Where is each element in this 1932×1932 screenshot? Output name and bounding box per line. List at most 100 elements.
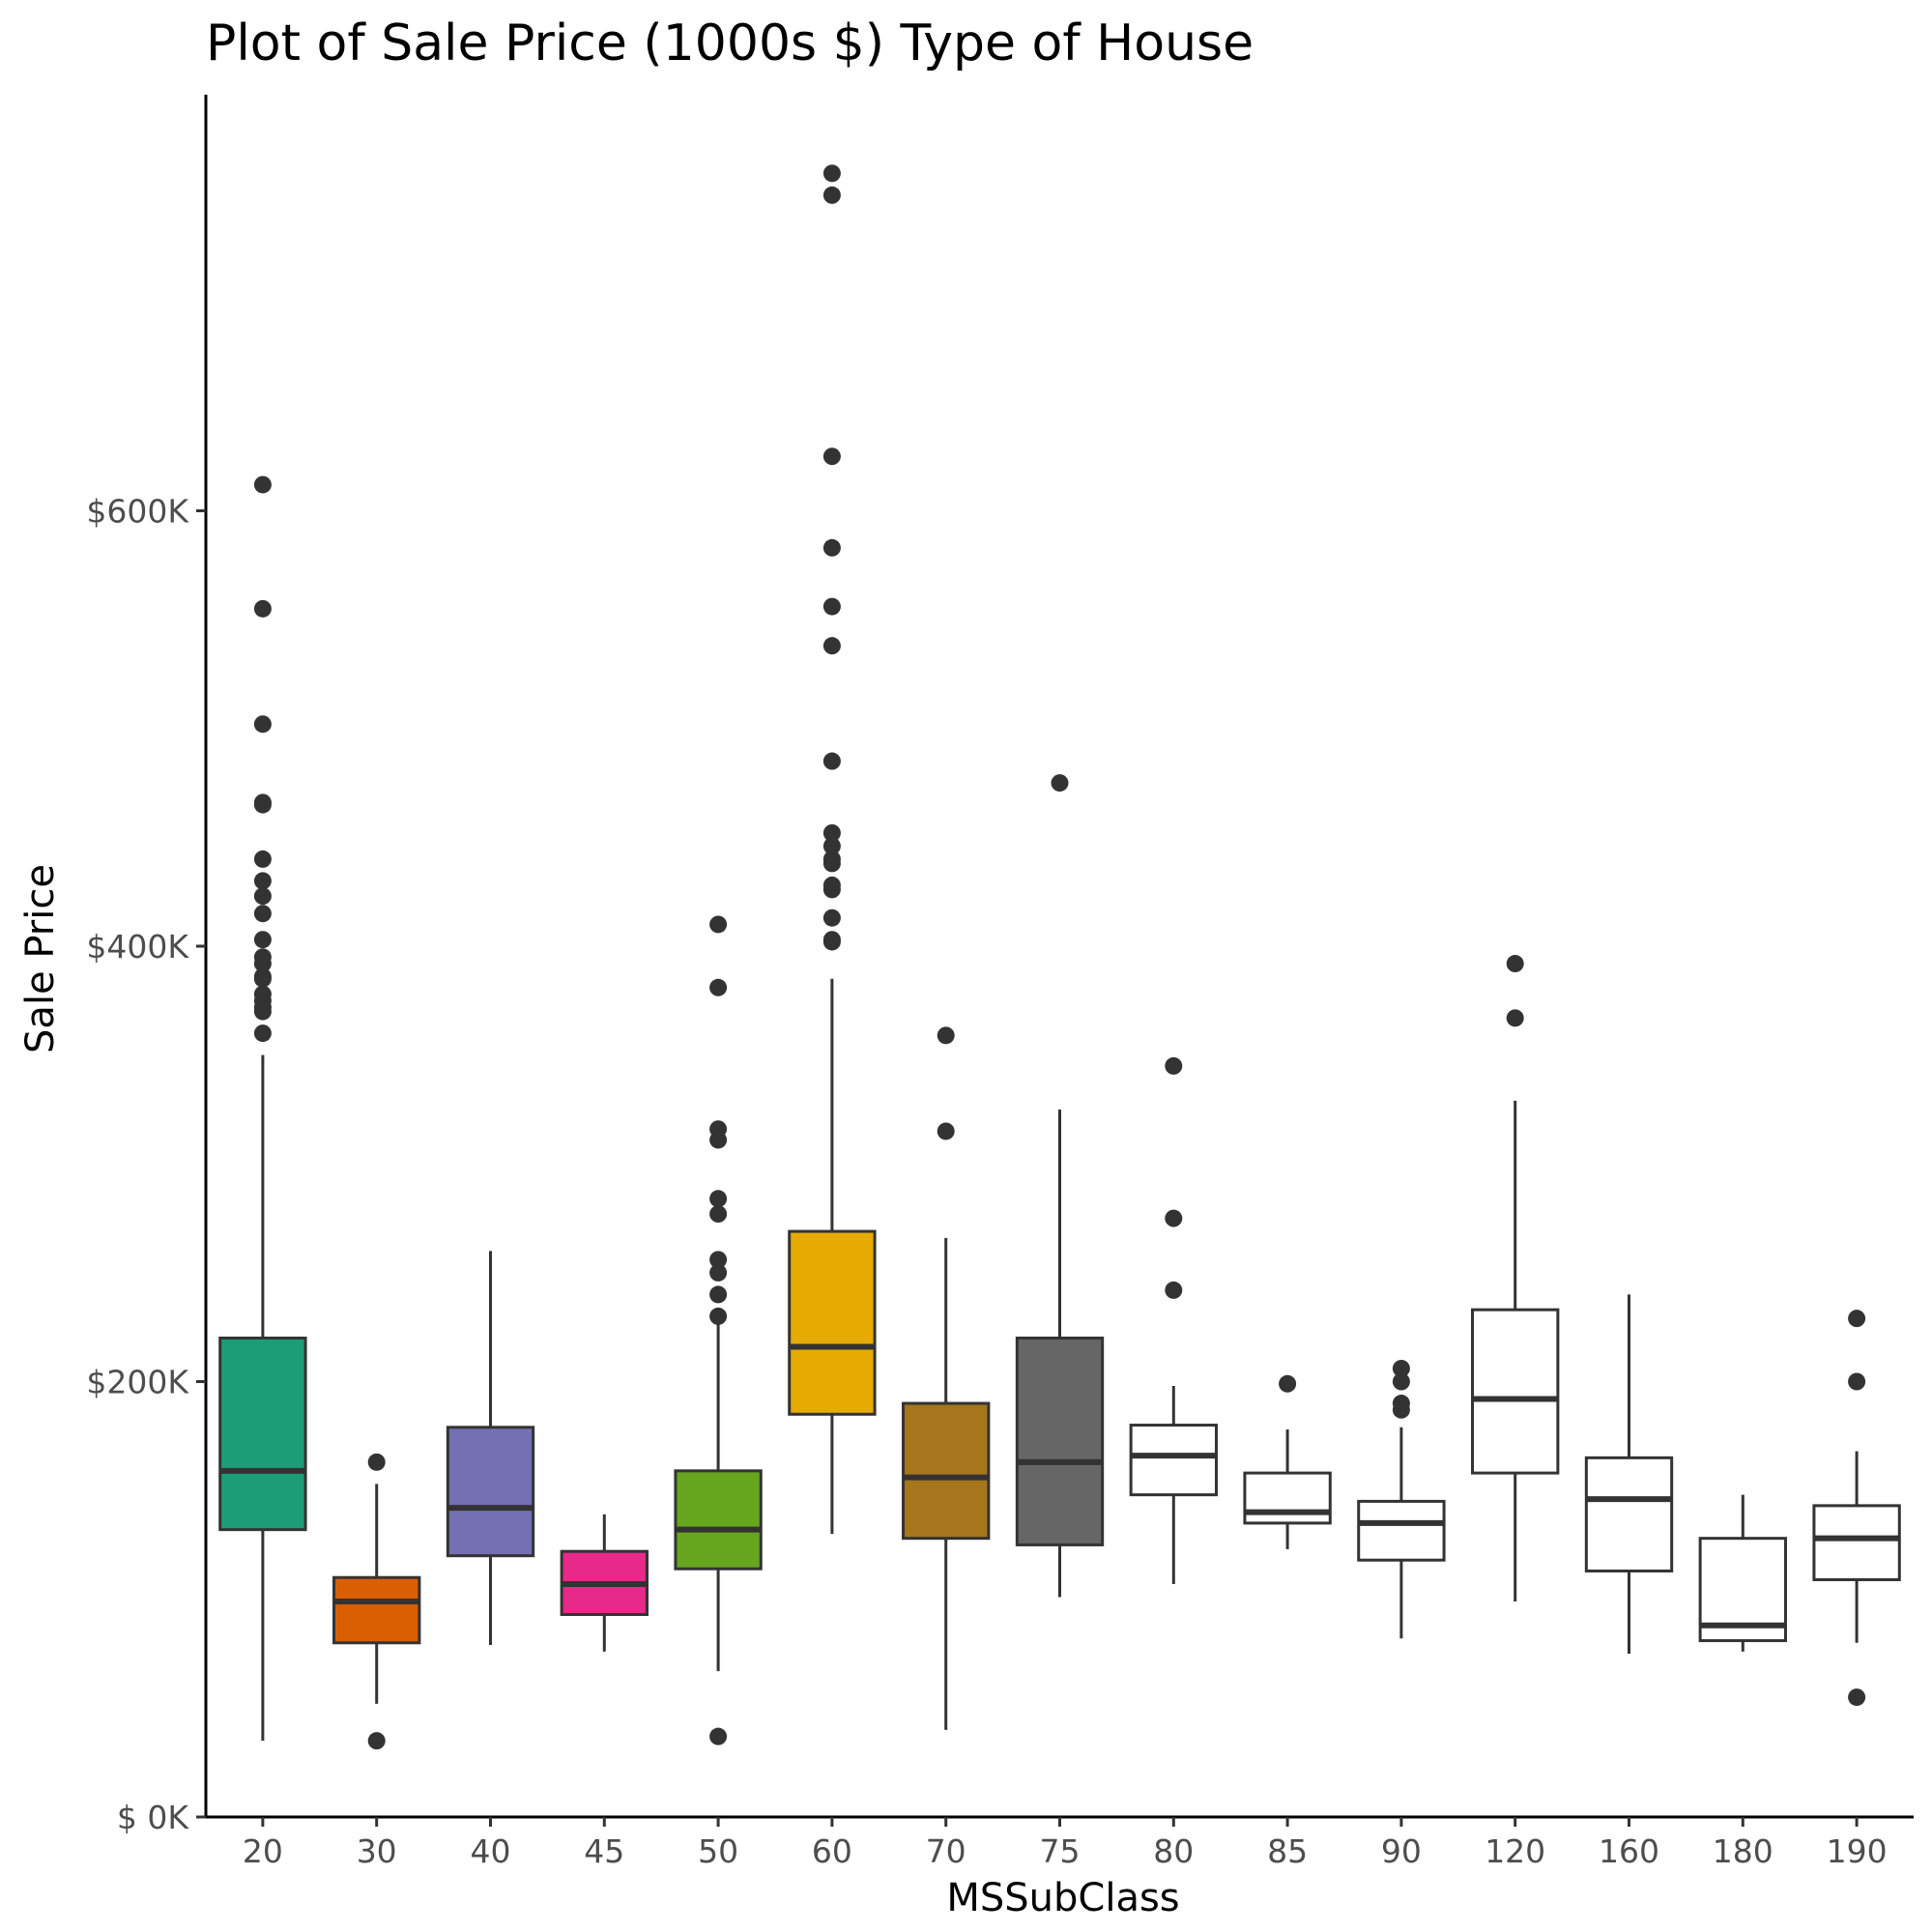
- box-50: [674, 915, 763, 1745]
- box-20: [218, 476, 307, 1742]
- outlier-point: [253, 969, 272, 988]
- outlier-point: [1506, 955, 1524, 973]
- outlier-point: [709, 1205, 728, 1224]
- box-40: [446, 1251, 535, 1646]
- outlier-point: [253, 599, 272, 618]
- outlier-point: [1848, 1310, 1866, 1328]
- outlier-point: [822, 823, 841, 842]
- outlier-point: [822, 908, 841, 927]
- outlier-point: [709, 1131, 728, 1149]
- x-tick-label: 90: [1381, 1832, 1422, 1870]
- x-tick-label: 180: [1713, 1832, 1773, 1870]
- outlier-point: [822, 164, 841, 183]
- y-tick-label: $600K: [86, 493, 189, 531]
- box-iqr: [446, 1426, 535, 1558]
- box-iqr: [1584, 1456, 1674, 1572]
- box-iqr: [1357, 1499, 1446, 1562]
- y-tick-label: $ 0K: [117, 1799, 189, 1836]
- x-tick-label: 85: [1267, 1832, 1308, 1870]
- outlier-point: [709, 1727, 728, 1745]
- y-tick-label: $400K: [86, 928, 189, 966]
- outlier-point: [1165, 1209, 1183, 1227]
- box-85: [1243, 1374, 1332, 1549]
- x-tick-label: 40: [471, 1832, 511, 1870]
- outlier-point: [253, 955, 272, 973]
- box-90: [1357, 1359, 1446, 1639]
- outlier-point: [822, 538, 841, 557]
- box-iqr: [218, 1336, 307, 1532]
- x-tick-label: 70: [926, 1832, 966, 1870]
- outlier-point: [253, 715, 272, 734]
- box-80: [1129, 1056, 1218, 1584]
- outlier-point: [1051, 774, 1069, 793]
- outlier-point: [822, 931, 841, 949]
- box-160: [1584, 1294, 1674, 1655]
- outlier-point: [1165, 1281, 1183, 1299]
- box-60: [788, 164, 877, 1535]
- box-70: [902, 1026, 991, 1730]
- outlier-point: [709, 1285, 728, 1304]
- outlier-point: [253, 1002, 272, 1021]
- outlier-point: [1165, 1056, 1183, 1075]
- box-75: [1015, 774, 1105, 1598]
- x-tick-label: 120: [1485, 1832, 1545, 1870]
- chart-title: Plot of Sale Price (1000s $) Type of Hou…: [206, 14, 1254, 72]
- outlier-point: [253, 905, 272, 923]
- box-190: [1812, 1310, 1901, 1707]
- x-tick-label: 45: [584, 1832, 624, 1870]
- x-axis-ticks: 20 30 40 45 50 60 70 75 80 85 90 120 160 180 190: [243, 1817, 1888, 1870]
- outlier-point: [937, 1122, 955, 1140]
- outlier-point: [367, 1453, 386, 1471]
- outlier-point: [822, 637, 841, 655]
- box-iqr: [1015, 1336, 1105, 1546]
- x-tick-label: 160: [1599, 1832, 1659, 1870]
- box-iqr: [788, 1229, 877, 1416]
- x-axis-title: MSSubClass: [946, 1876, 1179, 1920]
- outlier-point: [1848, 1372, 1866, 1391]
- outlier-point: [253, 850, 272, 868]
- outlier-point: [822, 597, 841, 616]
- outlier-point: [822, 880, 841, 899]
- box-120: [1471, 955, 1560, 1602]
- outlier-point: [822, 752, 841, 770]
- outlier-point: [253, 887, 272, 906]
- outlier-point: [709, 1307, 728, 1325]
- box-iqr: [1243, 1471, 1332, 1525]
- outlier-point: [253, 872, 272, 890]
- x-tick-label: 20: [243, 1832, 283, 1870]
- outlier-point: [709, 1190, 728, 1208]
- outlier-point: [709, 1251, 728, 1269]
- outlier-point: [1506, 1009, 1524, 1027]
- y-axis-title: Sale Price: [18, 864, 63, 1053]
- box-iqr: [332, 1575, 421, 1645]
- x-tick-label: 60: [812, 1832, 852, 1870]
- outlier-point: [822, 447, 841, 466]
- outlier-point: [1392, 1359, 1410, 1377]
- x-tick-label: 80: [1153, 1832, 1194, 1870]
- box-iqr: [1129, 1424, 1218, 1497]
- outlier-point: [367, 1732, 386, 1750]
- outlier-point: [1279, 1374, 1297, 1393]
- x-tick-label: 50: [698, 1832, 738, 1870]
- outlier-point: [937, 1026, 955, 1045]
- x-tick-label: 30: [357, 1832, 397, 1870]
- outlier-point: [709, 978, 728, 996]
- outlier-point: [822, 854, 841, 873]
- box-30: [332, 1453, 421, 1750]
- outlier-point: [1392, 1400, 1410, 1419]
- y-axis-ticks: $ 0K $200K $400K $600K: [86, 493, 206, 1836]
- outlier-point: [253, 1024, 272, 1043]
- outlier-point: [253, 931, 272, 949]
- outlier-point: [709, 915, 728, 934]
- box-iqr: [902, 1401, 991, 1541]
- box-iqr: [1471, 1308, 1560, 1475]
- box-180: [1698, 1494, 1787, 1652]
- x-tick-label: 190: [1827, 1832, 1888, 1870]
- outlier-point: [253, 476, 272, 494]
- outlier-point: [1392, 1372, 1410, 1391]
- box-45: [560, 1514, 649, 1652]
- y-tick-label: $200K: [86, 1364, 189, 1401]
- x-tick-label: 75: [1040, 1832, 1081, 1870]
